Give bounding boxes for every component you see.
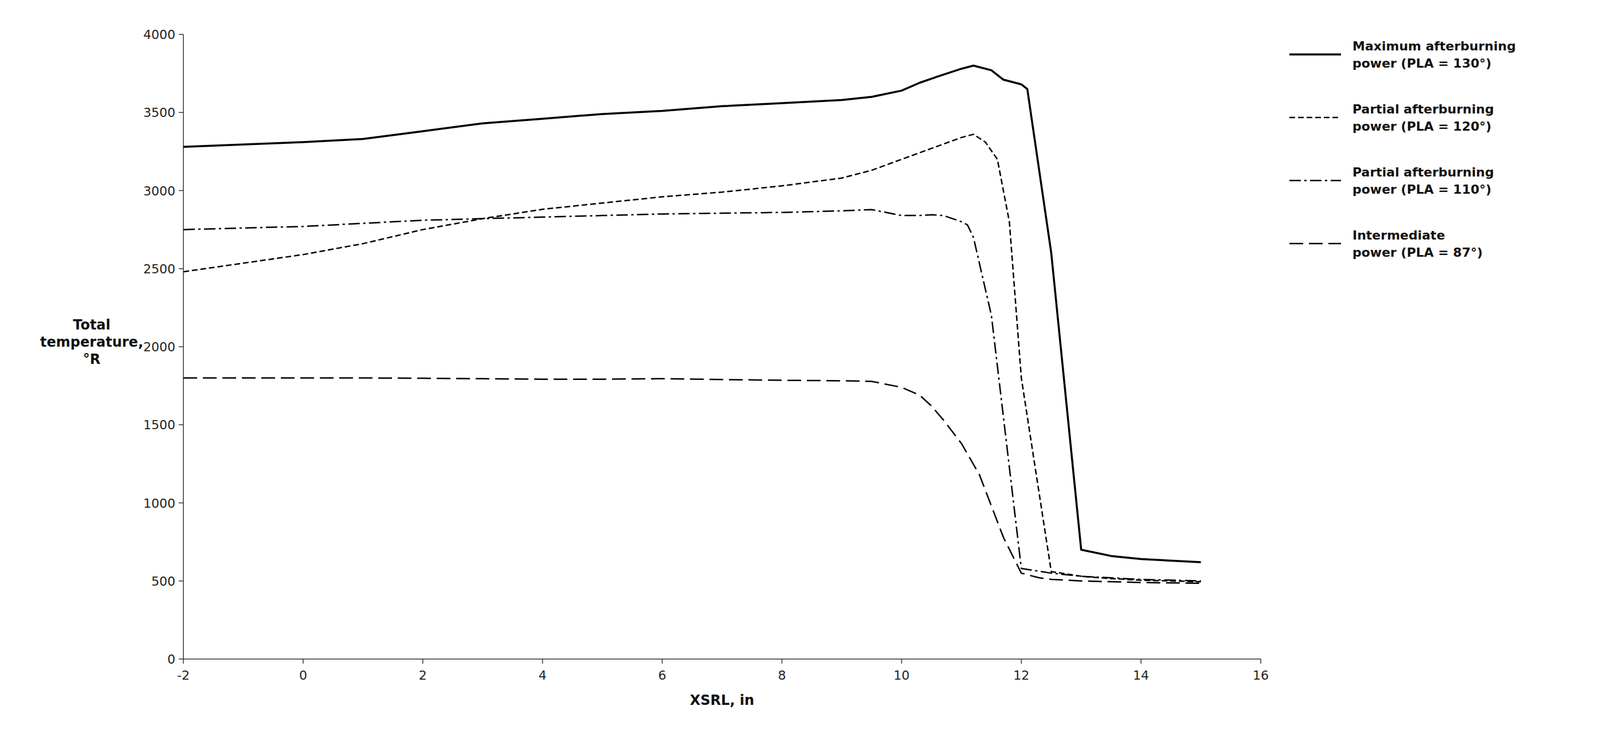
x-tick-label: 2 bbox=[418, 668, 427, 683]
y-tick bbox=[178, 190, 184, 192]
x-tick-label: 4 bbox=[538, 668, 547, 683]
legend-swatch bbox=[1289, 116, 1341, 119]
x-tick bbox=[1260, 659, 1262, 664]
x-tick bbox=[302, 659, 304, 664]
x-tick-label: 8 bbox=[777, 668, 786, 683]
y-tick-label: 1000 bbox=[143, 496, 176, 511]
x-axis bbox=[183, 658, 1261, 660]
y-tick-label: 0 bbox=[167, 652, 176, 667]
legend-swatch bbox=[1289, 53, 1341, 56]
y-tick bbox=[178, 502, 184, 504]
y-tick bbox=[178, 33, 184, 35]
plot-area bbox=[183, 65, 1202, 584]
x-tick bbox=[781, 659, 783, 664]
x-tick-label: 0 bbox=[299, 668, 308, 683]
y-tick bbox=[178, 580, 184, 582]
x-tick bbox=[542, 659, 544, 664]
x-tick bbox=[1140, 659, 1142, 664]
x-tick-label: 16 bbox=[1252, 668, 1269, 683]
x-tick bbox=[422, 659, 424, 664]
series-line bbox=[183, 134, 1202, 582]
legend-label: Intermediatepower (PLA = 87°) bbox=[1352, 228, 1483, 260]
y-tick-label: 2500 bbox=[143, 261, 176, 277]
y-axis-label: Totaltemperature,°R bbox=[40, 316, 144, 368]
series-line bbox=[183, 378, 1202, 584]
legend-swatch bbox=[1289, 242, 1341, 245]
y-tick-label: 2000 bbox=[143, 339, 176, 355]
x-tick bbox=[661, 659, 664, 664]
chart: -202468101214160500100015002000250030003… bbox=[0, 0, 1600, 745]
series-line bbox=[183, 65, 1202, 563]
x-tick bbox=[1020, 659, 1022, 664]
y-tick-label: 1500 bbox=[143, 417, 176, 433]
legend-swatch bbox=[1289, 179, 1341, 182]
y-tick bbox=[178, 268, 184, 270]
x-tick bbox=[182, 659, 184, 664]
x-tick-label: 10 bbox=[893, 668, 910, 683]
x-tick-label: 6 bbox=[658, 668, 667, 683]
legend-label: Maximum afterburningpower (PLA = 130°) bbox=[1352, 38, 1516, 71]
legend-label: Partial afterburningpower (PLA = 120°) bbox=[1352, 102, 1494, 134]
y-tick-label: 3000 bbox=[143, 183, 176, 199]
legend-label: Partial afterburningpower (PLA = 110°) bbox=[1352, 165, 1494, 197]
x-tick-label: 12 bbox=[1013, 668, 1030, 683]
y-tick bbox=[178, 424, 184, 426]
x-tick-label: 14 bbox=[1132, 668, 1149, 683]
legend: Maximum afterburningpower (PLA = 130°) Pa… bbox=[1289, 38, 1516, 260]
x-tick bbox=[901, 659, 903, 664]
y-tick bbox=[178, 658, 184, 660]
y-tick-label: 4000 bbox=[143, 27, 176, 42]
y-tick-label: 500 bbox=[151, 574, 176, 589]
x-axis-label: XSRL, in bbox=[689, 692, 755, 709]
x-tick-label: -2 bbox=[177, 668, 190, 683]
y-tick bbox=[178, 112, 184, 114]
y-tick-label: 3500 bbox=[143, 105, 176, 120]
series-line bbox=[183, 209, 1202, 582]
y-tick bbox=[178, 346, 184, 348]
